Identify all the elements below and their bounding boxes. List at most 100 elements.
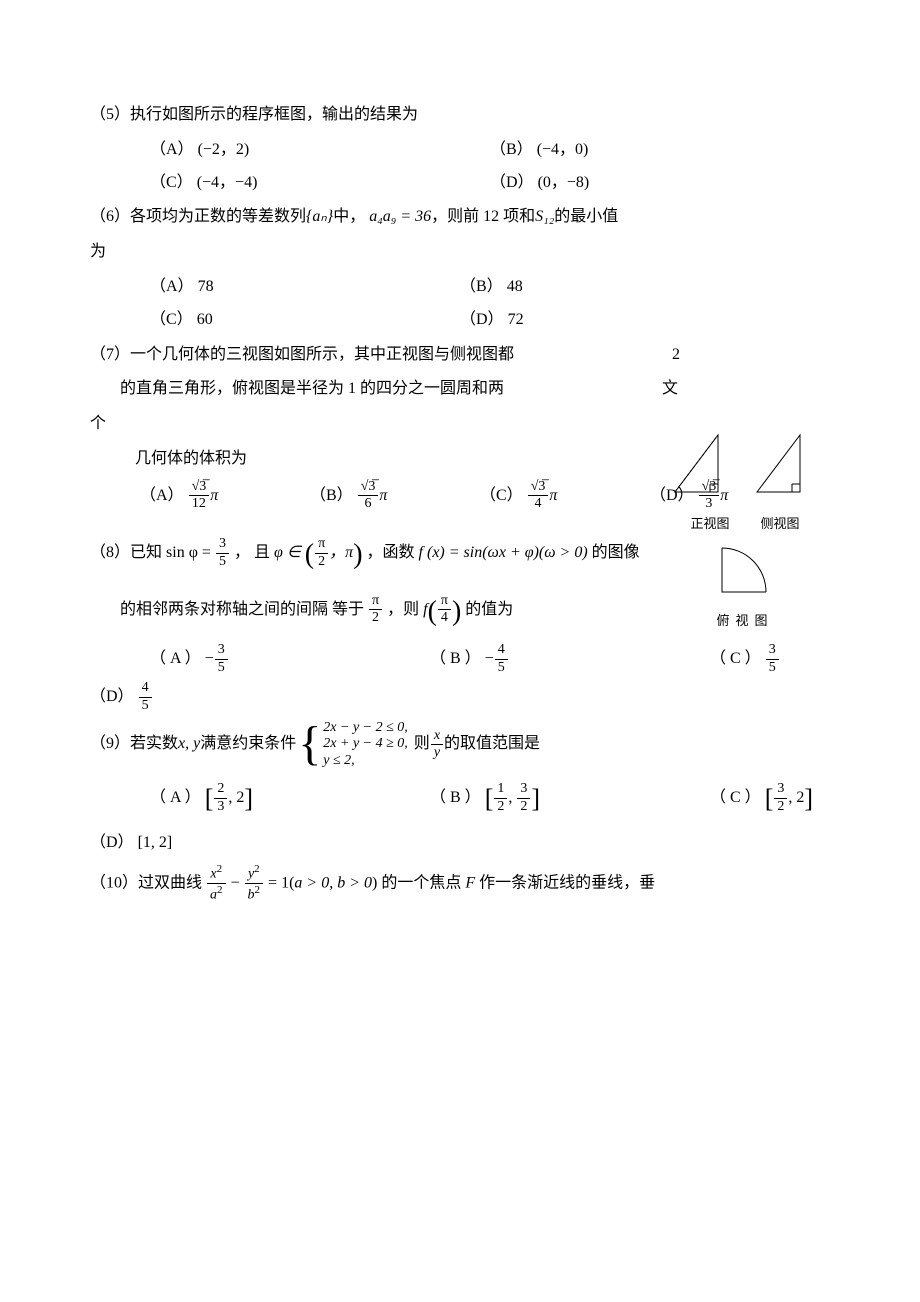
label: （D） (90, 688, 134, 705)
q6-sum: S₁₂ (535, 208, 554, 225)
then: 则 (414, 730, 430, 759)
d: 2 (774, 799, 787, 815)
cond: a > 0, b > 0 (294, 874, 372, 891)
b: ，则 (387, 601, 419, 618)
label: （ A ） (150, 650, 201, 667)
q8-optB: （ B ） −45 (430, 643, 710, 675)
n: π (315, 537, 328, 554)
fig-front-label: 正视图 (690, 512, 729, 535)
val: 78 (198, 278, 214, 295)
text: 的直角三角形，俯视图是半径为 1 的四分之一圆周和两 (120, 380, 504, 397)
fig-side-label: 侧视图 (760, 512, 799, 535)
close: ) (372, 874, 377, 891)
d: 2 (494, 799, 507, 815)
q5-stem: （5）执行如图所示的程序框图，输出的结果为 (90, 101, 830, 130)
n: 4 (139, 681, 152, 698)
q9-line1: （9）若实数 x, y 满意约束条件 { 2x − y − 2 ≤ 0, 2x … (90, 720, 830, 770)
a: 的相邻两条对称轴之间的间隔 等于 (120, 601, 364, 618)
d: 5 (216, 554, 229, 570)
q5-optB: （B） (−4，0) (490, 136, 830, 165)
q9-optD: （D） [1, 2] (90, 829, 830, 858)
q7-line2: 的直角三角形，俯视图是半径为 1 的四分之一圆周和两 文 (90, 375, 830, 404)
d: 3 (214, 799, 227, 815)
q7-figure: 正视图 侧视图 俯视图 (665, 430, 825, 633)
neg: − (485, 650, 494, 667)
exam-page: （5）执行如图所示的程序框图，输出的结果为 （A） (−2，2) （B） (−4… (0, 0, 920, 1302)
q6-stem-c: ，则前 12 项和 (431, 208, 535, 225)
F: F (465, 874, 475, 891)
q7-optA: （A） √3̅12π (140, 480, 310, 512)
label: （C） (480, 487, 523, 504)
pi-only: ，π (329, 544, 353, 561)
sq: 2 (255, 884, 261, 896)
optD-value: (0，−8) (538, 174, 590, 191)
optB-value: (−4，0) (537, 141, 589, 158)
three-view-top-row-icon (670, 430, 820, 505)
a: （8）已知 (90, 544, 162, 561)
q10-line1: （10）过双曲线 x2a2 − y2b2 = 1(a > 0, b > 0) 的… (90, 864, 830, 904)
label: （A） (140, 487, 184, 504)
q6-optC: （C） 60 (150, 306, 460, 335)
q6-stem-d: 的最小值 (554, 208, 618, 225)
fx: f (x) = sin(ωx + φ)(ω > 0) (419, 544, 588, 561)
q6-stem-a: （6）各项均为正数的等差数列 (90, 208, 306, 225)
q5-optA: （A） (−2，2) (150, 136, 490, 165)
q6-options: （A） 78 （B） 48 （C） 60 （D） 72 (90, 273, 830, 335)
c2: 2x + y − 4 ≥ 0, (323, 736, 408, 753)
label: （ A ） (150, 789, 201, 806)
q8-optA: （ A ） −35 (150, 643, 430, 675)
d: y (431, 745, 443, 761)
q9-optA: （ A ） [23, 2] (150, 776, 430, 823)
q6-stem: （6）各项均为正数的等差数列{aₙ}中， a₄a₉ = 36，则前 12 项和S… (90, 203, 830, 232)
b: 满意约束条件 (200, 730, 296, 759)
a: a (210, 888, 217, 903)
label: （ B ） (430, 789, 481, 806)
q6-seq: {aₙ} (306, 208, 333, 225)
n: π (438, 594, 451, 611)
val: 60 (197, 311, 213, 328)
n: x (431, 729, 443, 746)
q9-optB: （ B ） [12, 32] (430, 776, 710, 823)
q8-optD: （D） 45 (90, 681, 830, 713)
optD-label: （D） (490, 174, 534, 191)
optC-label: （C） (150, 174, 193, 191)
label: （ C ） (710, 650, 761, 667)
d: 4 (438, 610, 451, 626)
b: b (248, 888, 255, 903)
q6-cond: a₄a₉ = 36 (369, 208, 431, 225)
q6-stem-2: 为 (90, 238, 830, 267)
three-view-bottom-icon (710, 542, 780, 602)
sq: 2 (217, 863, 223, 875)
n: 3 (766, 643, 779, 660)
q5-optC: （C） (−4，−4) (150, 169, 490, 198)
q9-options-row1: （ A ） [23, 2] （ B ） [12, 32] （ C ） [32, … (90, 776, 830, 823)
q6-optD: （D） 72 (460, 306, 524, 335)
xy: x, y (178, 730, 200, 759)
num: √3̅ (358, 480, 379, 497)
a: （10）过双曲线 (90, 874, 202, 891)
den: 12 (189, 496, 210, 512)
sq: 2 (217, 884, 223, 896)
a: （9）若实数 (90, 730, 178, 759)
label: （B） (310, 487, 353, 504)
d: 2 (315, 554, 328, 570)
val: 72 (508, 311, 524, 328)
interval: [1, 2] (138, 834, 173, 851)
n: 4 (495, 643, 508, 660)
optB-label: （B） (490, 141, 533, 158)
and: ， 且 (234, 544, 270, 561)
label: （ C ） (710, 789, 761, 806)
n: 2 (214, 782, 227, 799)
fig-top-label: 俯视图 (665, 609, 825, 632)
minus: − (231, 874, 244, 891)
d: 2 (369, 610, 382, 626)
q6-optB: （B） 48 (460, 273, 523, 302)
pi: π (549, 487, 557, 504)
q6-optA: （A） 78 (150, 273, 460, 302)
q7-line1: （7）一个几何体的三视图如图所示，其中正视图与侧视图都 2 (90, 341, 830, 370)
c1: 2x − y − 2 ≤ 0, (323, 720, 408, 737)
sinphi: sin φ = (166, 544, 211, 561)
optC-value: (−4，−4) (197, 174, 258, 191)
den: 6 (358, 496, 379, 512)
c: 的取值范围是 (444, 730, 540, 759)
